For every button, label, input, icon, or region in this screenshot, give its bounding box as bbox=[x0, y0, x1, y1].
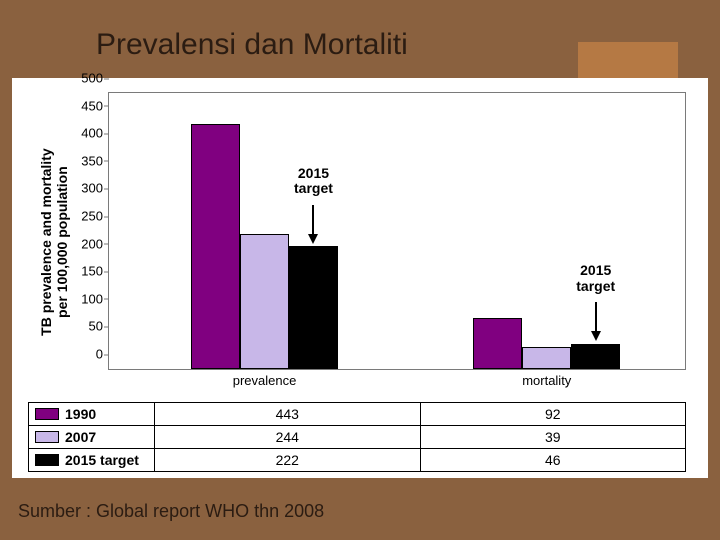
ytick: 150 bbox=[69, 264, 103, 279]
arrow-head-icon bbox=[308, 234, 318, 244]
table-cell: 244 bbox=[155, 426, 421, 448]
table-cell: 39 bbox=[421, 426, 686, 448]
legend-item: 1990 bbox=[29, 403, 155, 425]
ytick: 300 bbox=[69, 181, 103, 196]
ytick: 350 bbox=[69, 153, 103, 168]
ylabel-wrap: TB prevalence and mortalityper 100,000 p… bbox=[24, 86, 66, 366]
plot-area: 050100150200250300350400450500prevalence… bbox=[109, 93, 685, 369]
category-label: prevalence bbox=[233, 373, 297, 388]
legend-swatch bbox=[35, 431, 59, 443]
bar-1990-mortality bbox=[473, 318, 522, 369]
ytick: 50 bbox=[69, 319, 103, 334]
data-table: 1990 44392 2007 24439 2015 target 22246 bbox=[28, 402, 686, 472]
table-row: 2007 24439 bbox=[29, 425, 685, 448]
table-cell: 46 bbox=[421, 449, 686, 471]
bar-2015-target-prevalence bbox=[289, 246, 338, 369]
ytick: 250 bbox=[69, 209, 103, 224]
legend-swatch bbox=[35, 454, 59, 466]
bar-2007-mortality bbox=[522, 347, 571, 369]
target-callout: 2015target bbox=[576, 263, 615, 294]
bar-2015-target-mortality bbox=[571, 344, 620, 369]
ytick: 0 bbox=[69, 347, 103, 362]
chart-inner: TB prevalence and mortalityper 100,000 p… bbox=[24, 86, 694, 470]
target-callout: 2015target bbox=[294, 166, 333, 197]
table-row: 2015 target 22246 bbox=[29, 448, 685, 471]
legend-swatch bbox=[35, 408, 59, 420]
legend-label: 1990 bbox=[65, 406, 96, 422]
chart-panel: TB prevalence and mortalityper 100,000 p… bbox=[12, 78, 708, 478]
table-cell: 222 bbox=[155, 449, 421, 471]
source-footer: Sumber : Global report WHO thn 2008 bbox=[18, 501, 324, 522]
bar-1990-prevalence bbox=[191, 124, 240, 369]
ytick: 500 bbox=[69, 71, 103, 86]
ytick: 450 bbox=[69, 98, 103, 113]
arrow-head-icon bbox=[591, 331, 601, 341]
legend-label: 2015 target bbox=[65, 452, 139, 468]
ytick: 400 bbox=[69, 126, 103, 141]
table-cell: 92 bbox=[421, 403, 686, 425]
ytick: 100 bbox=[69, 291, 103, 306]
legend-label: 2007 bbox=[65, 429, 96, 445]
table-row: 1990 44392 bbox=[29, 403, 685, 425]
legend-item: 2015 target bbox=[29, 449, 155, 471]
legend-item: 2007 bbox=[29, 426, 155, 448]
slide-title: Prevalensi dan Mortaliti bbox=[96, 28, 408, 62]
category-label: mortality bbox=[522, 373, 571, 388]
ytick: 200 bbox=[69, 236, 103, 251]
y-axis-label: TB prevalence and mortalityper 100,000 p… bbox=[38, 102, 70, 382]
chart-axes: 050100150200250300350400450500prevalence… bbox=[108, 92, 686, 370]
table-cell: 443 bbox=[155, 403, 421, 425]
bar-2007-prevalence bbox=[240, 234, 289, 369]
